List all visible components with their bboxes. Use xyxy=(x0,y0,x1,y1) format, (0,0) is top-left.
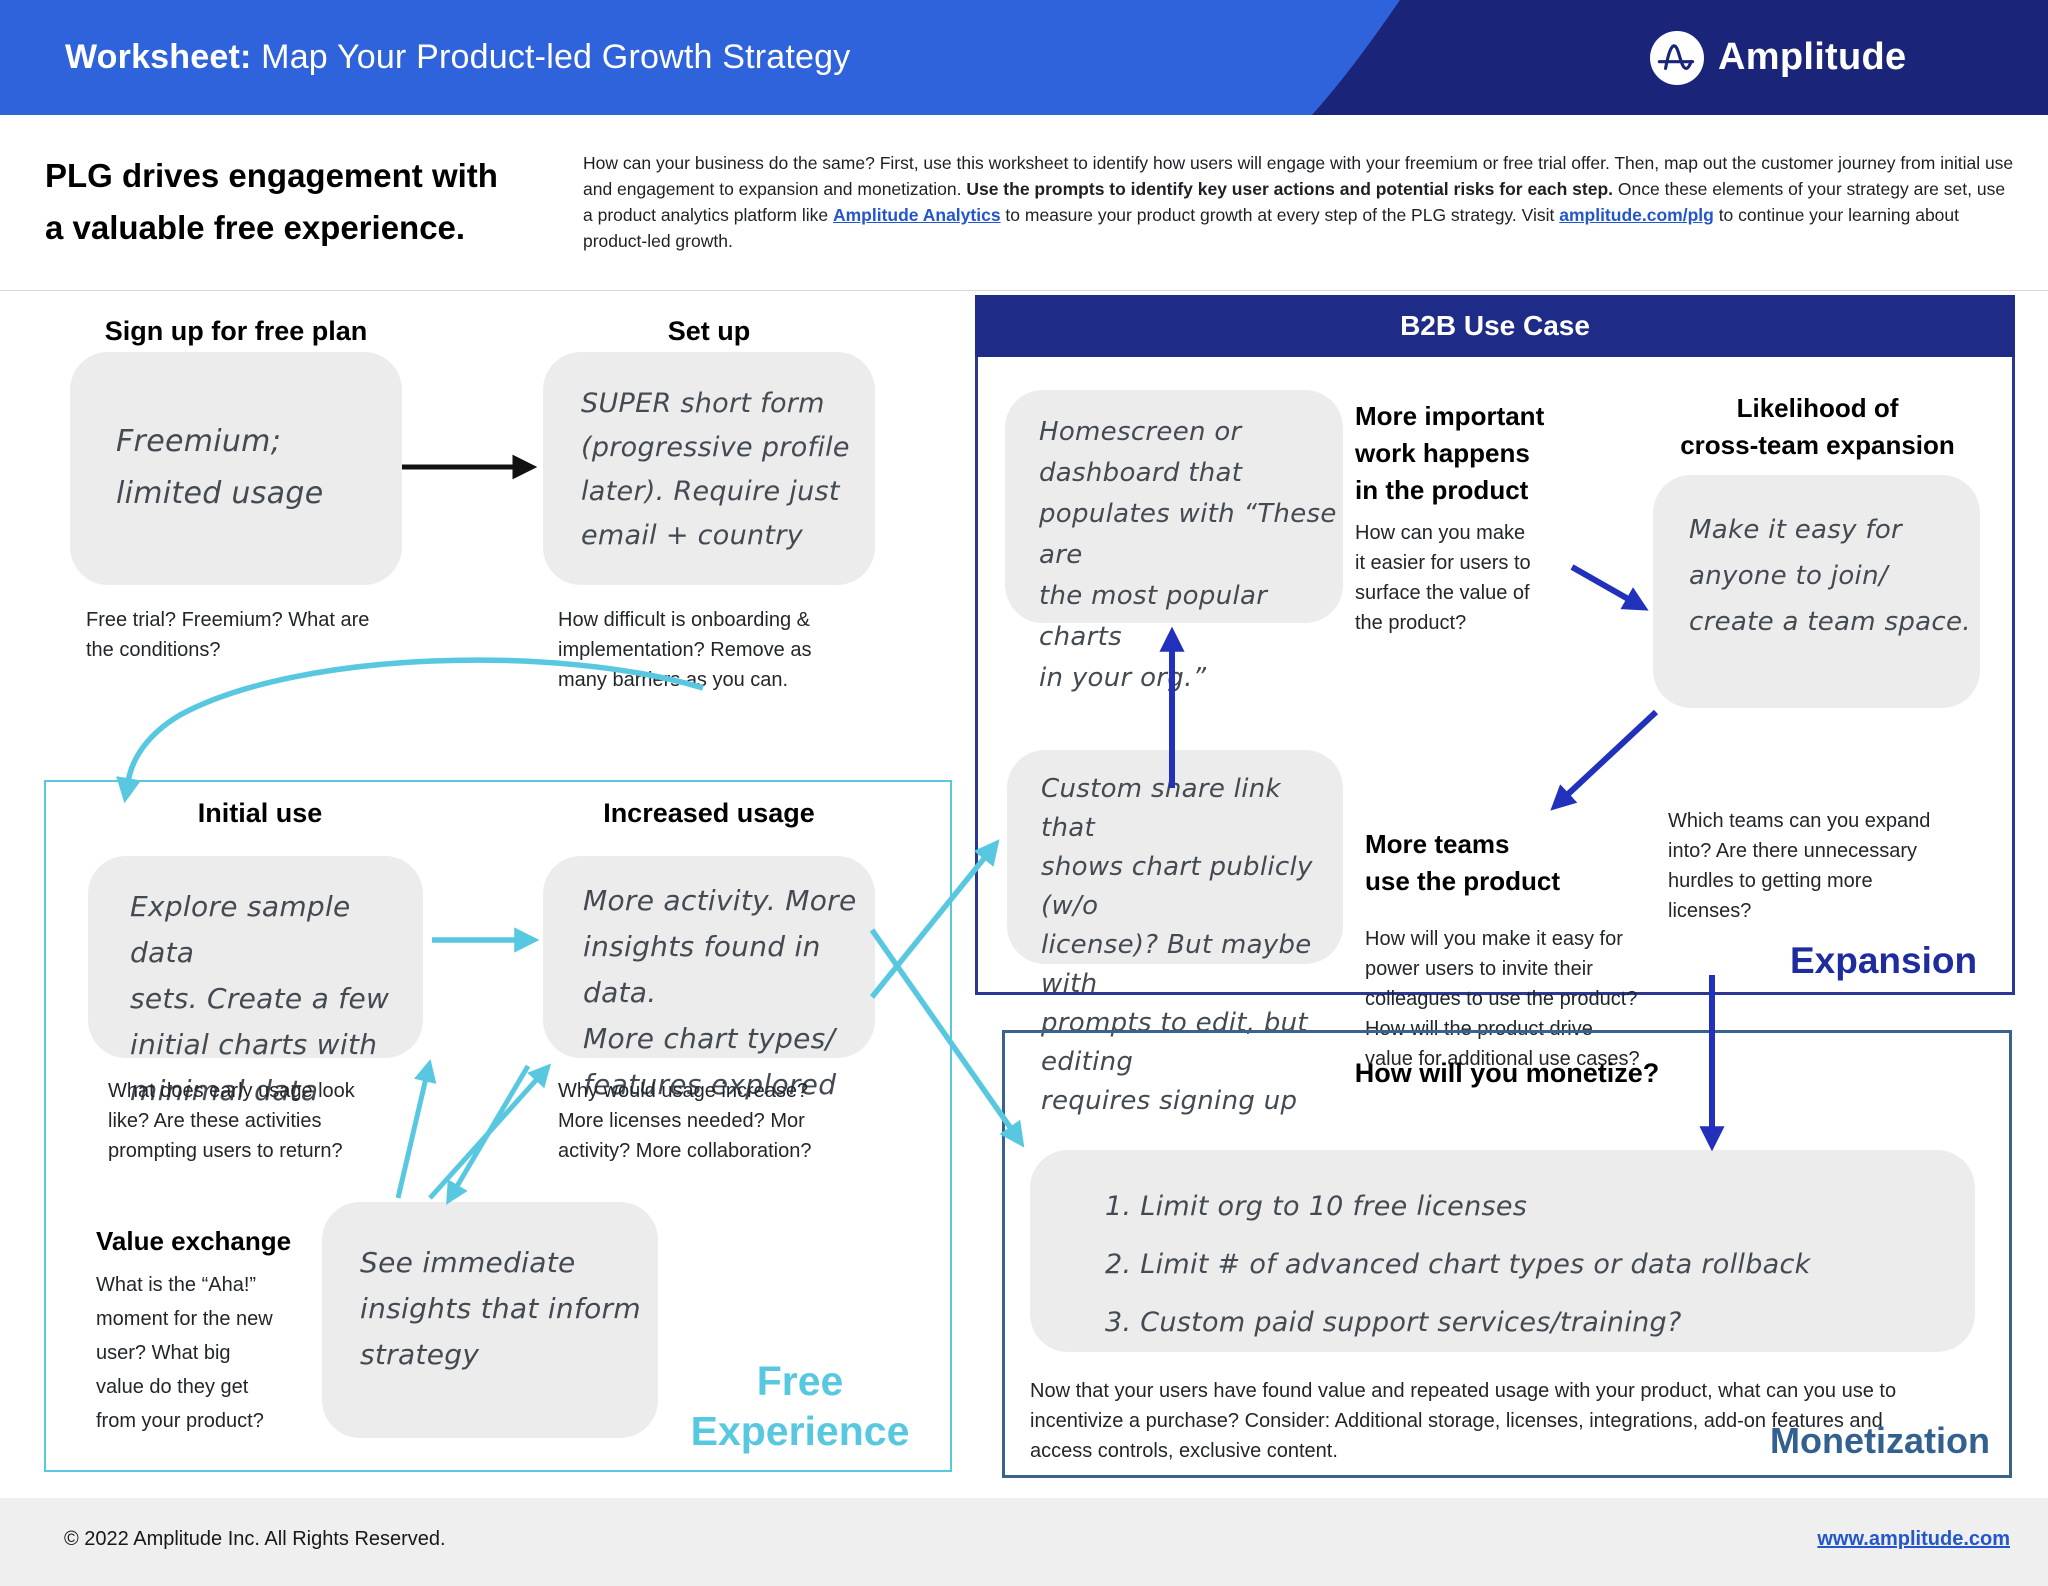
monetization-label: Monetization xyxy=(1770,1420,1990,1461)
inline-link[interactable]: Amplitude Analytics xyxy=(832,205,1001,225)
initial-use-note-box: Explore sample data sets. Create a few ini… xyxy=(88,856,423,1107)
insights-note-text: See immediate insights that inform strateg… xyxy=(360,1246,641,1371)
increased-usage-note-box: More activity. More insights found in dat… xyxy=(543,856,875,1101)
brand-wordmark: Amplitude xyxy=(1718,36,1907,78)
signup-caption: Free trial? Freemium? What are the condit… xyxy=(86,609,370,661)
monetize-caption: Now that your users have found value and… xyxy=(1030,1380,1897,1462)
signup-heading: Sign up for free plan xyxy=(104,316,368,346)
more-teams-caption: How will you make it easy for power users… xyxy=(1365,928,1640,1070)
value-exchange-caption: What is the “Aha!” moment for the new user… xyxy=(96,1274,273,1432)
initial-use-heading: Initial use xyxy=(197,798,323,828)
expansion-label: Expansion xyxy=(1790,940,1978,981)
homescreen-note-box: Homescreen or dashboard that populates wit… xyxy=(1005,390,1343,693)
initial-use-caption: What does early usage look like? Are thes… xyxy=(108,1080,355,1162)
intro-section xyxy=(0,115,2048,291)
monetization-panel xyxy=(1002,1030,2012,1478)
paragraph-run: Once these elements of your strategy are… xyxy=(583,179,2006,225)
free-experience-label: Free Experience xyxy=(690,1358,910,1454)
brand-logo: Amplitude xyxy=(1650,0,1906,115)
more-teams-heading: More teams use the product xyxy=(1365,829,1561,896)
signup-note-box: Freemium; limited usage xyxy=(70,352,402,585)
more-important-caption: How can you make it easier for users to su… xyxy=(1355,522,1531,634)
paragraph-run: How can your business do the same? First… xyxy=(583,153,2014,199)
homescreen-note-text: Homescreen or dashboard that populates wit… xyxy=(1039,417,1337,693)
make-easy-note-text: Make it easy for anyone to join/create a … xyxy=(1689,515,1971,637)
increased-usage-caption: Why would usage increase? More licenses n… xyxy=(558,1080,812,1162)
footer-bar xyxy=(0,1498,2048,1586)
paragraph-run: to continue your learning about product-… xyxy=(583,205,1959,251)
b2b-header-label: B2B Use Case xyxy=(1400,310,1590,341)
likelihood-heading: Likelihood of cross-team expansion xyxy=(1680,393,1955,460)
paragraph-run: to measure your product growth at every … xyxy=(1000,205,1560,225)
more-important-heading: More important work happens in the product xyxy=(1355,401,1545,505)
monetize-note-box xyxy=(1030,1150,1975,1352)
inline-link[interactable]: amplitude.com/plg xyxy=(1559,205,1714,225)
setup-note-text: SUPER short form (progressive profile late… xyxy=(581,388,850,551)
make-easy-note-box: Make it easy for anyone to join/create a … xyxy=(1653,475,1980,708)
page-title-rest: Map Your Product-led Growth Strategy xyxy=(251,38,851,76)
intro-heading: PLG drives engagement with a valuable fre… xyxy=(45,157,498,246)
page-title-prefix: Worksheet: xyxy=(65,38,252,76)
intro-paragraph: How can your business do the same? First… xyxy=(583,150,2015,254)
value-exchange-heading: Value exchange xyxy=(96,1226,292,1256)
monetize-heading: How will you monetize? xyxy=(1354,1058,1660,1088)
increased-usage-heading: Increased usage xyxy=(603,798,815,828)
footer-link[interactable]: www.amplitude.com xyxy=(1817,1528,2010,1550)
which-teams-caption: Which teams can you expand into? Are ther… xyxy=(1668,810,1931,922)
custom-share-note-box: Custom share link that shows chart public… xyxy=(1007,750,1343,1116)
increased-usage-note-text: More activity. More insights found in dat… xyxy=(583,884,857,1101)
signup-note-text: Freemium; limited usage xyxy=(116,424,324,511)
initial-use-note-text: Explore sample data sets. Create a few ini… xyxy=(130,890,390,1107)
footer-copyright: © 2022 Amplitude Inc. All Rights Reserve… xyxy=(64,1528,446,1550)
paragraph-run: Use the prompts to identify key user act… xyxy=(966,179,1614,199)
setup-note-box: SUPER short form (progressive profile late… xyxy=(543,352,875,585)
b2b-header: B2B Use Case xyxy=(975,295,2015,357)
monetize-list: 1. Limit org to 10 free licenses 2. Limit… xyxy=(1105,1191,1811,1338)
setup-caption: How difficult is onboarding & implementat… xyxy=(558,609,812,691)
setup-heading: Set up xyxy=(667,316,751,346)
amplitude-wave-icon xyxy=(1650,30,1704,85)
custom-share-note-text: Custom share link that shows chart public… xyxy=(1041,774,1313,1116)
insights-note-box: See immediate insights that inform strateg… xyxy=(322,1202,658,1438)
page-title: Worksheet: Map Your Product-led Growth S… xyxy=(65,0,850,115)
